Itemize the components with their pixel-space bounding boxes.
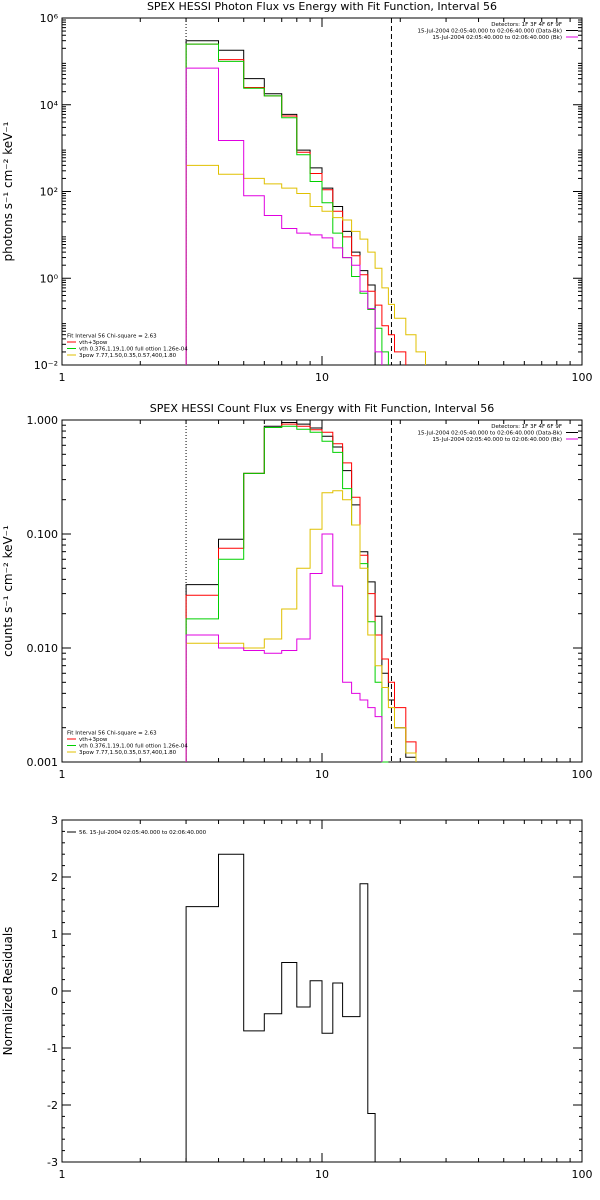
legend-entry: 56. 15-Jul-2004 02:05:40.000 to 02:06:40…: [79, 830, 207, 836]
legend-entry: vth 0.376,1.19,1.00 full ottion 1.26e-04: [79, 347, 188, 353]
legend-entry: vth 0.376,1.19,1.00 full ottion 1.26e-04: [79, 744, 188, 750]
y-tick-label: 1: [51, 928, 58, 941]
series-vth-histogram: [185, 43, 389, 365]
y-axis-label: photons s⁻¹ cm⁻² keV⁻¹: [1, 121, 15, 261]
y-tick-label: 10⁰: [40, 272, 59, 285]
legend-entry-right: Detectors: 1F 3F 4F 6F 9F: [491, 22, 562, 28]
series-bk-histogram: [185, 67, 383, 365]
chart-title: SPEX HESSI Count Flux vs Energy with Fit…: [150, 402, 494, 415]
series-vth-histogram: [185, 425, 389, 763]
y-axis-label: counts s⁻¹ cm⁻² keV⁻¹: [1, 525, 15, 657]
y-tick-label: 3: [51, 814, 58, 827]
legend-entry-right: 15-Jul-2004 02:05:40.000 to 02:06:40.000…: [432, 437, 562, 443]
y-tick-label: 1.000: [27, 414, 59, 427]
series-bk-histogram: [185, 533, 383, 762]
chart-panel-1: SPEX HESSI Photon Flux vs Energy with Fi…: [1, 0, 593, 384]
y-tick-label: 10⁶: [40, 12, 59, 25]
chart-panel-2: SPEX HESSI Count Flux vs Energy with Fit…: [1, 402, 593, 781]
series-3pow-histogram: [185, 164, 426, 365]
y-tick-label: -3: [47, 1156, 58, 1169]
y-tick-label: -2: [47, 1099, 58, 1112]
y-tick-label: 2: [51, 871, 58, 884]
y-tick-label: 0.100: [27, 528, 59, 541]
x-tick-label: 1: [59, 1168, 66, 1181]
legend-entry: 3pow 7.77,1.50,0.35,0.57,400,1.80: [79, 353, 177, 359]
y-tick-label: 10⁴: [40, 99, 59, 112]
y-tick-label: 10²: [40, 186, 58, 199]
legend-entry-right: 15-Jul-2004 02:05:40.000 to 02:06:40.000…: [432, 35, 562, 41]
legend-entry: vth+3pow: [79, 340, 108, 346]
legend-entry-right: Detectors: 1F 3F 4F 6F 9F: [491, 424, 562, 430]
y-axis-label: Normalized Residuals: [1, 927, 15, 1056]
x-tick-label: 100: [572, 1168, 593, 1181]
series-vth-3pow-histogram: [185, 43, 407, 365]
x-tick-label: 10: [315, 1168, 329, 1181]
y-tick-label: 10⁻²: [34, 359, 58, 372]
legend-entry: Fit Interval 56 Chi-square = 2.63: [67, 731, 157, 737]
y-tick-label: 0: [51, 985, 58, 998]
y-tick-label: 0.010: [27, 642, 59, 655]
legend-entry: 3pow 7.77,1.50,0.35,0.57,400,1.80: [79, 750, 177, 756]
y-tick-label: 0.001: [27, 756, 59, 769]
x-tick-label: 100: [572, 371, 593, 384]
legend-entry: Fit Interval 56 Chi-square = 2.63: [67, 334, 157, 340]
plot-frame: [61, 419, 583, 763]
legend-entry: vth+3pow: [79, 737, 108, 743]
x-tick-label: 10: [315, 371, 329, 384]
chart-title: SPEX HESSI Photon Flux vs Energy with Fi…: [147, 0, 497, 13]
x-tick-label: 1: [59, 768, 66, 781]
chart-panel-3: 1 10 100 -3 -2 -1 0 1 2 3 Normalized Residuals 56. …: [1, 814, 593, 1181]
x-tick-label: 100: [572, 768, 593, 781]
legend-entry-right: 15-Jul-2004 02:05:40.000 to 02:06:40.000…: [418, 29, 563, 35]
x-tick-label: 10: [315, 768, 329, 781]
series-data-bk-histogram: [185, 40, 376, 365]
y-tick-label: -1: [47, 1042, 58, 1055]
legend-entry-right: 15-Jul-2004 02:05:40.000 to 02:06:40.000…: [418, 431, 563, 437]
series-residuals-histogram: [185, 853, 376, 1162]
x-tick-label: 1: [59, 371, 66, 384]
series-3pow-histogram: [185, 490, 417, 762]
